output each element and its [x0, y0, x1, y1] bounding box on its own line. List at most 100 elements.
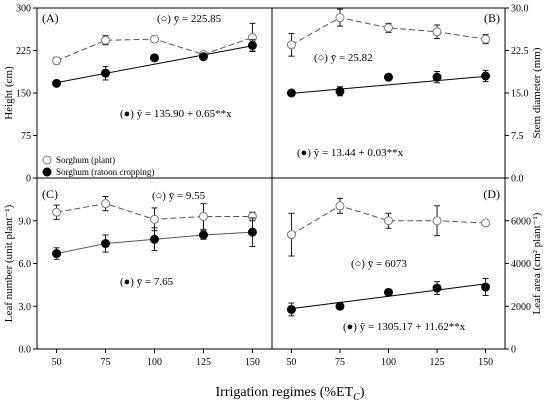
- y-axis-title: Height (cm): [3, 66, 15, 120]
- y-tick-label: 225: [16, 46, 31, 57]
- data-point-plant: [150, 34, 159, 44]
- y-tick-label: 0.0: [511, 174, 524, 185]
- regression-line: [56, 45, 253, 84]
- x-tick-label: 75: [101, 357, 111, 368]
- fit-annotation: (●) ŷ = 13.44 + 0.03**x: [297, 147, 404, 159]
- legend-marker-open: [42, 155, 52, 165]
- data-point-plant: [335, 13, 345, 23]
- fit-annotation: (●) ŷ = 135.90 + 0.65**x: [120, 108, 232, 120]
- series-line-plant: [291, 205, 486, 236]
- x-axis-title-close: ): [360, 385, 365, 400]
- y-tick-label: 9.0: [19, 216, 32, 227]
- panel-a: 0 75 150 225 300 Height (cm) (A) (○) ȳ = 225.85…: [3, 4, 273, 185]
- data-point-ratoon: [247, 40, 257, 50]
- data-point-ratoon: [384, 72, 393, 82]
- fit-annotation: (○) ȳ = 6073: [351, 258, 407, 270]
- data-point-ratoon: [335, 301, 345, 311]
- y-axis-title: Stem diameter (mm): [531, 47, 543, 138]
- data-point-ratoon: [481, 282, 491, 292]
- y-tick-label: 0: [26, 174, 31, 185]
- data-point-plant: [52, 56, 62, 66]
- x-axis-title-main: Irrigation regimes (%ET: [216, 385, 354, 400]
- y-tick-label: 300: [16, 4, 31, 15]
- fit-annotation: (●) ȳ = 7.65: [120, 276, 174, 288]
- data-point-plant: [335, 201, 345, 211]
- y-tick-label: 22.5: [511, 46, 529, 57]
- legend: Sorghum (plant) Sorghum (ratoon cropping): [42, 155, 154, 177]
- y-axis-title: Leaf number (unit plant⁻¹): [3, 204, 15, 322]
- panel-label: (A): [42, 11, 59, 25]
- y-tick-label: 0.0: [19, 345, 32, 356]
- x-tick-label: 75: [335, 357, 345, 368]
- data-point-plant: [52, 207, 62, 217]
- data-point-plant: [198, 211, 208, 221]
- data-point-ratoon: [198, 52, 208, 62]
- data-point-ratoon: [481, 71, 491, 81]
- data-point-plant: [432, 27, 442, 37]
- y-tick-label: 30.0: [511, 4, 529, 15]
- data-point-plant: [481, 218, 491, 228]
- fit-annotation: (●) ŷ = 1305.17 + 11.62**x: [343, 321, 466, 333]
- y-tick-label: 4000: [511, 259, 531, 270]
- data-point-ratoon: [286, 88, 296, 98]
- data-point-ratoon: [335, 86, 345, 96]
- y-tick-label: 15.0: [511, 89, 529, 100]
- panel-d: 0 2000 4000 6000 50 75 100 125 150 Leaf area (cm²…: [271, 177, 543, 368]
- data-point-ratoon: [432, 283, 442, 293]
- panel-label: (D): [483, 187, 500, 201]
- data-point-plant: [101, 199, 111, 209]
- x-axis-title: Irrigation regimes (%ETC): [216, 385, 365, 403]
- x-tick-label: 125: [430, 357, 445, 368]
- data-point-ratoon: [150, 234, 159, 244]
- x-tick-label: 50: [286, 357, 296, 368]
- data-point-ratoon: [52, 78, 62, 88]
- data-point-plant: [150, 214, 159, 224]
- y-tick-label: 0: [511, 345, 516, 356]
- data-point-ratoon: [52, 249, 62, 259]
- data-point-plant: [101, 35, 111, 45]
- panel-c: 0.0 3.0 6.0 9.0 50 75 100 125 150 Leaf number (un…: [3, 177, 273, 368]
- regression-line: [291, 75, 486, 94]
- data-point-ratoon: [286, 304, 296, 314]
- data-point-ratoon: [198, 230, 208, 240]
- x-tick-label: 150: [478, 357, 493, 368]
- legend-label-ratoon: Sorghum (ratoon cropping): [56, 167, 154, 177]
- panel-frame: [36, 177, 273, 350]
- panel-frame: [36, 7, 273, 179]
- panel-label: (C): [42, 187, 58, 201]
- y-tick-label: 6.0: [19, 259, 32, 270]
- y-tick-label: 150: [16, 89, 31, 100]
- data-point-ratoon: [150, 53, 159, 63]
- x-tick-label: 50: [52, 357, 62, 368]
- data-point-ratoon: [384, 287, 393, 297]
- data-point-ratoon: [247, 227, 257, 237]
- data-point-plant: [384, 216, 393, 226]
- panel-b: 0.0 7.5 15.0 22.5 30.0 Stem diameter (mm) (B) (…: [271, 4, 543, 185]
- data-point-plant: [432, 216, 442, 226]
- x-axis-title-subscript: C: [353, 392, 360, 403]
- fit-annotation: (○) ȳ = 25.82: [314, 52, 373, 64]
- data-point-plant: [481, 34, 491, 44]
- panels: 0 75 150 225 300 Height (cm) (A) (○) ȳ = 225.85…: [3, 4, 543, 369]
- data-point-plant: [384, 23, 393, 33]
- y-tick-label: 7.5: [511, 131, 524, 142]
- fit-annotation: (○) ȳ = 225.85: [157, 13, 222, 25]
- data-point-ratoon: [432, 72, 442, 82]
- data-point-ratoon: [101, 68, 111, 78]
- x-tick-label: 150: [245, 357, 260, 368]
- series-line-plant: [291, 17, 486, 46]
- data-point-plant: [286, 230, 296, 240]
- x-tick-label: 125: [196, 357, 211, 368]
- y-axis-title: Leaf area (cm² plant⁻¹): [531, 212, 543, 314]
- y-tick-label: 2000: [511, 302, 531, 313]
- data-point-ratoon: [101, 239, 111, 249]
- legend-label-plant: Sorghum (plant): [56, 155, 115, 165]
- panel-label: (B): [484, 11, 500, 25]
- data-point-plant: [286, 40, 296, 50]
- legend-marker-filled: [42, 167, 52, 177]
- x-tick-label: 100: [381, 357, 396, 368]
- x-tick-label: 100: [147, 357, 162, 368]
- y-tick-label: 75: [21, 131, 31, 142]
- y-tick-label: 6000: [511, 216, 531, 227]
